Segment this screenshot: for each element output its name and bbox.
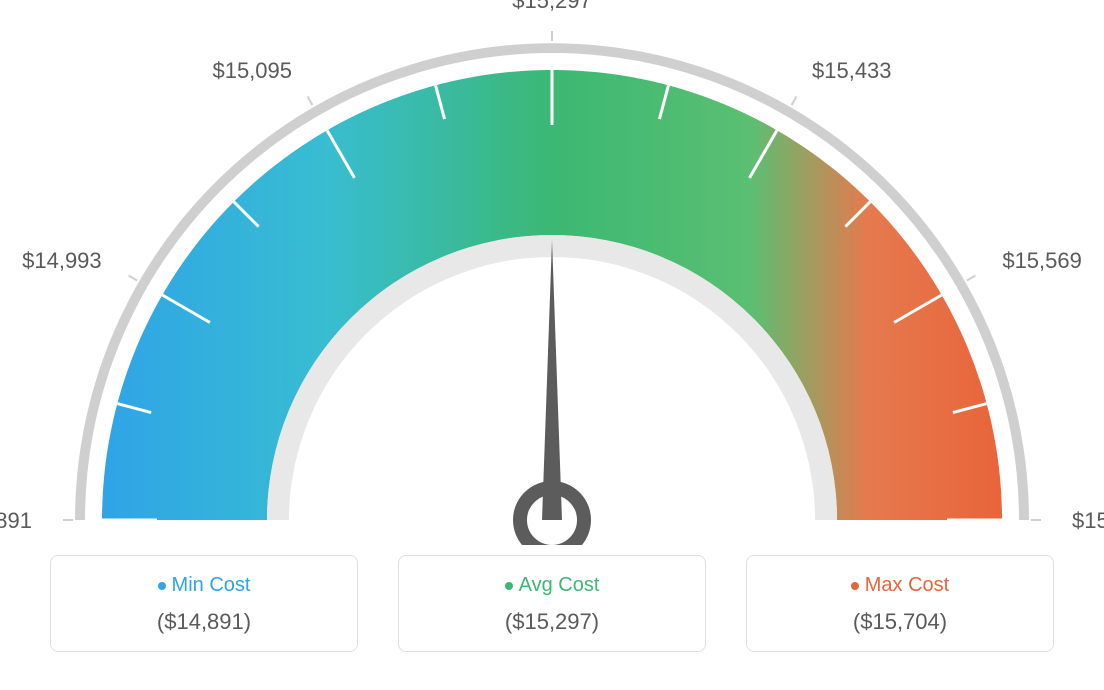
- legend-title-max: Max Cost: [757, 574, 1043, 597]
- legend-label-max: Max Cost: [865, 574, 949, 596]
- gauge-svg: [0, 0, 1104, 545]
- legend-card-max: Max Cost ($15,704): [746, 555, 1054, 652]
- gauge-tick-label: $15,704: [1072, 508, 1104, 534]
- legend-row: Min Cost ($14,891) Avg Cost ($15,297) Ma…: [0, 545, 1104, 652]
- legend-value-avg: ($15,297): [409, 609, 695, 635]
- bullet-icon: [851, 582, 859, 590]
- gauge-tick-label: $15,297: [502, 0, 602, 14]
- gauge-tick-label: $14,891: [0, 508, 32, 534]
- legend-label-min: Min Cost: [172, 574, 251, 596]
- legend-value-min: ($14,891): [61, 609, 347, 635]
- legend-card-avg: Avg Cost ($15,297): [398, 555, 706, 652]
- gauge-tick-label: $15,433: [812, 58, 902, 84]
- legend-card-min: Min Cost ($14,891): [50, 555, 358, 652]
- gauge-tick-label: $15,569: [1002, 248, 1092, 274]
- bullet-icon: [505, 582, 513, 590]
- legend-label-avg: Avg Cost: [519, 574, 600, 596]
- legend-title-avg: Avg Cost: [409, 574, 695, 597]
- legend-value-max: ($15,704): [757, 609, 1043, 635]
- bullet-icon: [158, 582, 166, 590]
- legend-title-min: Min Cost: [61, 574, 347, 597]
- gauge-chart: $14,891 $14,993 $15,095 $15,297 $15,433 $15,5…: [0, 0, 1104, 545]
- gauge-tick-label: $14,993: [12, 248, 102, 274]
- gauge-tick-label: $15,095: [202, 58, 292, 84]
